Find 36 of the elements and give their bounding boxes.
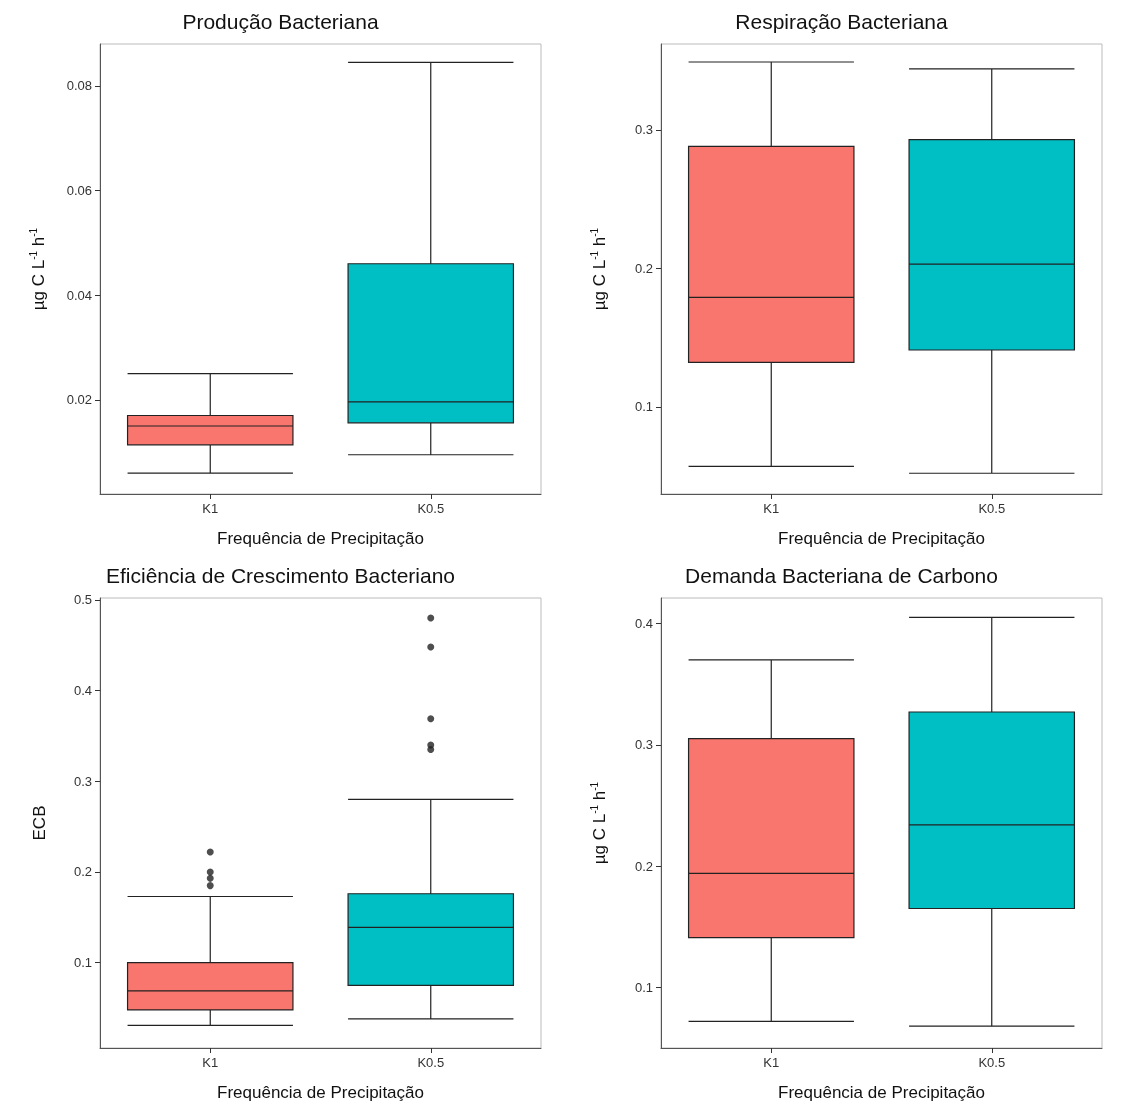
y-tick-label: 0.2 [73, 864, 92, 880]
y-axis-title: ECB [30, 805, 49, 841]
x-tick-label: K0.5 [978, 501, 1006, 516]
chart-title: Demanda Bacteriana de Carbono [685, 564, 998, 587]
y-axis-title: µg C L-1 h-1 [27, 227, 48, 311]
x-axis-title: Frequência de Precipitação [778, 1083, 985, 1102]
y-tick-label: 0.08 [66, 78, 92, 94]
chart-title: Produção Bacteriana [182, 10, 379, 33]
y-tick-label: 0.2 [634, 260, 653, 276]
y-tick-label: 0.3 [634, 737, 653, 753]
x-tick-label: K0.5 [978, 1055, 1006, 1070]
x-tick-label: K1 [202, 1055, 219, 1070]
x-axis-title: Frequência de Precipitação [217, 1083, 424, 1102]
y-axis-title: µg C L-1 h-1 [588, 781, 609, 865]
y-tick-label: 0.1 [634, 979, 653, 995]
y-tick-label: 0.4 [73, 683, 92, 699]
x-tick-label: K1 [202, 501, 219, 516]
y-tick-label: 0.3 [634, 122, 653, 138]
x-axis-title: Frequência de Precipitação [778, 529, 985, 548]
y-tick-label: 0.02 [66, 392, 92, 408]
y-axis-title: µg C L-1 h-1 [588, 227, 609, 311]
x-tick-label: K1 [763, 501, 780, 516]
y-tick-label: 0.5 [73, 592, 92, 608]
x-tick-label: K0.5 [417, 501, 445, 516]
y-tick-label: 0.1 [634, 399, 653, 415]
y-tick-label: 0.06 [66, 183, 92, 199]
y-tick-label: 0.04 [66, 287, 92, 303]
y-tick-label: 0.4 [634, 615, 653, 631]
x-tick-label: K1 [763, 1055, 780, 1070]
chart-title: Eficiência de Crescimento Bacteriano [105, 564, 456, 587]
x-axis-title: Frequência de Precipitação [217, 529, 424, 548]
y-tick-label: 0.2 [634, 858, 653, 874]
x-tick-label: K0.5 [417, 1055, 445, 1070]
y-tick-label: 0.1 [73, 955, 92, 971]
chart-title: Respiração Bacteriana [735, 10, 949, 33]
y-tick-label: 0.3 [73, 773, 92, 789]
